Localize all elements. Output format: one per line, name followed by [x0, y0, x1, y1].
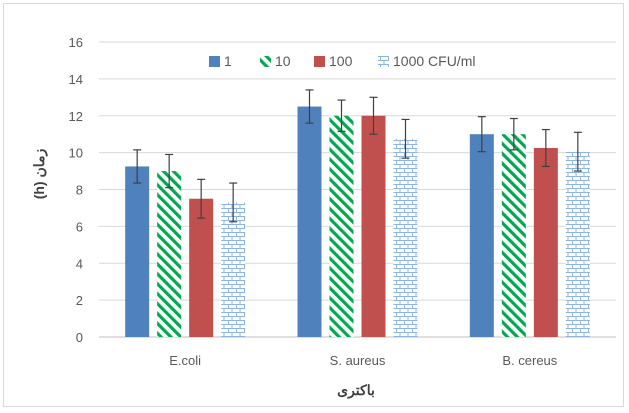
y-tick-label: 0 — [76, 330, 83, 345]
legend-label: 10 — [275, 53, 291, 69]
x-axis-label: باکتری — [337, 382, 375, 399]
y-tick-label: 8 — [76, 183, 83, 198]
legend-swatch — [209, 56, 220, 67]
bar — [189, 198, 214, 337]
legend-swatch — [314, 56, 325, 67]
y-tick-label: 12 — [69, 109, 83, 124]
bar — [565, 151, 590, 337]
bars — [125, 106, 590, 337]
legend-label: 100 — [329, 53, 353, 69]
legend-label: 1000 CFU/ml — [393, 53, 475, 69]
legend-label: 1 — [224, 53, 232, 69]
error-bars — [133, 89, 582, 223]
legend: 1 10 100 1000 CFU/ml — [209, 53, 475, 69]
bar — [393, 138, 418, 337]
x-tick-label: S. aureus — [330, 353, 386, 368]
legend-swatch — [378, 56, 389, 67]
chart-frame: 0 2 4 6 8 10 12 14 16 E.coli S. aureus B. cereus 1… — [3, 3, 624, 407]
y-axis-label: زمان (h) — [31, 148, 48, 199]
y-axis-ticks: 0 2 4 6 8 10 12 14 16 — [69, 35, 83, 345]
y-tick-label: 4 — [76, 256, 83, 271]
y-tick-label: 2 — [76, 293, 83, 308]
bar — [221, 202, 246, 337]
y-tick-label: 6 — [76, 219, 83, 234]
y-tick-label: 10 — [69, 146, 83, 161]
bar — [297, 106, 322, 337]
y-tick-label: 14 — [69, 72, 83, 87]
bar — [125, 166, 150, 337]
bar — [469, 134, 494, 337]
bar — [329, 115, 354, 337]
gridlines — [99, 41, 616, 338]
bar-chart: 0 2 4 6 8 10 12 14 16 E.coli S. aureus B. cereus 1… — [31, 35, 616, 399]
x-axis-ticks: E.coli S. aureus B. cereus — [169, 353, 558, 368]
x-tick-label: B. cereus — [502, 353, 557, 368]
bar — [501, 134, 526, 337]
x-tick-label: E.coli — [169, 353, 201, 368]
y-tick-label: 16 — [69, 35, 83, 50]
bar — [157, 171, 182, 337]
legend-swatch — [260, 56, 271, 67]
bar — [533, 148, 558, 337]
bar — [361, 115, 386, 337]
